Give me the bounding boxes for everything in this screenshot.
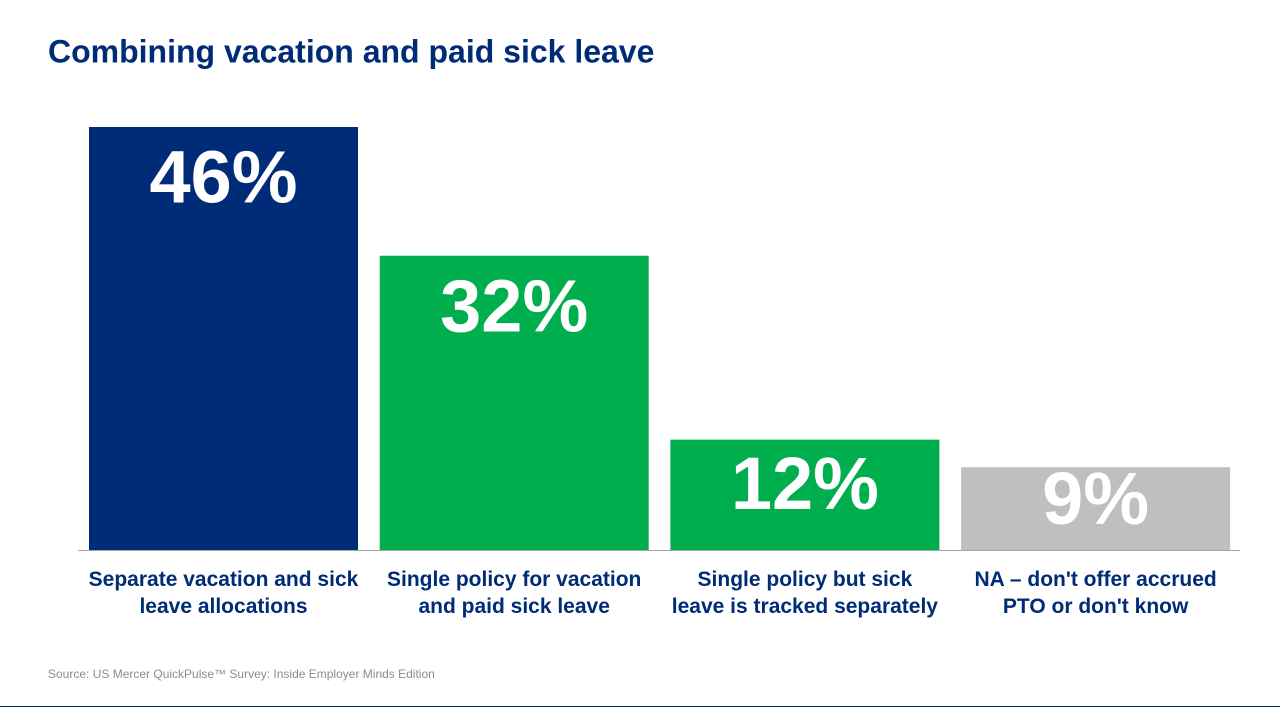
bar: [961, 467, 1231, 550]
category-label: Single policy for vacation and paid sick…: [386, 568, 642, 618]
bar: [670, 439, 940, 550]
source-note: Source: US Mercer QuickPulse™ Survey: In…: [48, 667, 435, 681]
category-label: Separate vacation and sick leave allocat…: [88, 568, 359, 618]
value-label: 9%: [1042, 457, 1149, 540]
bar: [89, 127, 358, 550]
bar: [379, 255, 649, 550]
value-label: 32%: [440, 264, 588, 347]
category-label: Single policy but sick leave is tracked …: [671, 568, 938, 618]
category-label: NA – don't offer accrued PTO or don't kn…: [974, 568, 1217, 618]
value-label: 12%: [731, 442, 879, 525]
value-label: 46%: [149, 136, 297, 219]
chart-title: Combining vacation and paid sick leave: [48, 33, 654, 69]
